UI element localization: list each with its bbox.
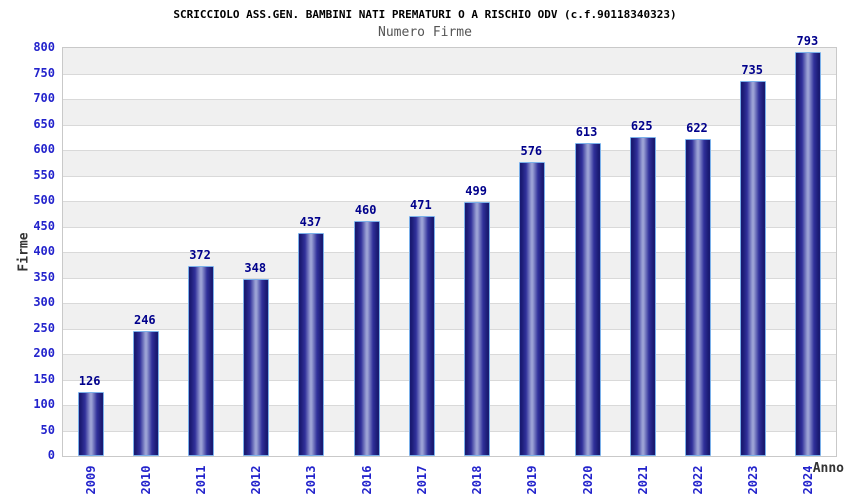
plot-band <box>63 150 836 176</box>
plot-area <box>62 47 837 457</box>
gridline <box>63 226 836 228</box>
plot-band <box>63 405 836 431</box>
y-tick-label: 600 <box>33 142 55 156</box>
chart-title: SCRICCIOLO ASS.GEN. BAMBINI NATI PREMATU… <box>173 8 677 21</box>
gridline <box>63 150 836 151</box>
bar <box>243 278 270 456</box>
bar <box>188 266 215 456</box>
gridline <box>63 252 836 253</box>
x-tick-label: 2013 <box>304 465 319 495</box>
bar <box>684 138 711 456</box>
y-tick-label: 650 <box>33 116 55 131</box>
gridline <box>63 124 836 126</box>
plot-band <box>63 48 836 74</box>
y-tick-label: 150 <box>33 371 55 386</box>
plot-band <box>63 303 836 329</box>
x-tick-label: 2009 <box>83 465 98 495</box>
gridline <box>63 175 836 177</box>
gridline <box>63 379 836 381</box>
bar <box>519 162 546 456</box>
x-tick-label: 2020 <box>580 465 595 495</box>
bar <box>574 143 601 456</box>
bar-value-label: 735 <box>741 63 764 78</box>
x-tick-label: 2019 <box>525 465 540 495</box>
bar-value-label: 460 <box>354 203 377 218</box>
y-tick-label: 500 <box>33 193 55 207</box>
bar-value-label: 793 <box>796 33 819 48</box>
bar <box>740 81 767 456</box>
bar-value-label: 576 <box>520 144 543 159</box>
gridline <box>63 328 836 330</box>
plot-band <box>63 99 836 125</box>
bar-value-label: 348 <box>244 260 267 275</box>
x-tick-label: 2016 <box>359 465 374 495</box>
chart-subtitle: Numero Firme <box>378 25 472 40</box>
x-tick-label: 2011 <box>194 465 209 495</box>
x-tick-label: 2018 <box>470 465 485 495</box>
gridline <box>63 277 836 279</box>
bar-value-label: 246 <box>133 312 156 327</box>
bar-value-label: 613 <box>575 125 598 140</box>
x-tick-label: 2022 <box>690 465 705 495</box>
gridline <box>63 430 836 432</box>
bar <box>408 215 435 456</box>
y-tick-label: 450 <box>33 218 55 233</box>
x-tick-label: 2023 <box>746 465 761 495</box>
bar <box>298 233 325 456</box>
y-tick-label: 350 <box>33 269 55 284</box>
gridline <box>63 303 836 304</box>
bar-value-label: 372 <box>189 248 211 263</box>
y-tick-label: 200 <box>33 346 55 360</box>
bar <box>77 391 104 456</box>
bar-value-label: 622 <box>686 120 708 135</box>
x-tick-label: 2010 <box>138 465 153 495</box>
gridline <box>63 201 836 202</box>
y-tick-label: 400 <box>33 244 55 258</box>
gridline <box>63 405 836 406</box>
bar-value-label: 126 <box>78 373 101 388</box>
y-tick-label: 700 <box>33 91 55 105</box>
gridline <box>63 99 836 100</box>
y-tick-label: 550 <box>33 167 55 182</box>
bar <box>795 51 822 456</box>
gridline <box>63 354 836 355</box>
bar-value-label: 499 <box>465 183 487 198</box>
bar <box>353 221 380 456</box>
x-tick-label: 2021 <box>635 465 650 495</box>
x-tick-label: 2012 <box>249 465 264 495</box>
y-tick-label: 100 <box>33 397 55 411</box>
bar-value-label: 437 <box>299 215 322 230</box>
bar <box>464 201 491 456</box>
x-axis-title: Anno <box>812 461 844 476</box>
bar <box>132 330 159 456</box>
y-tick-label: 300 <box>33 295 55 309</box>
bar-value-label: 625 <box>630 119 653 134</box>
x-tick-label: 2017 <box>414 465 429 495</box>
y-tick-label: 0 <box>47 448 55 462</box>
gridline <box>63 73 836 75</box>
y-tick-label: 750 <box>33 65 55 80</box>
y-tick-label: 250 <box>33 320 55 335</box>
plot-band <box>63 354 836 380</box>
bar-value-label: 471 <box>410 197 432 212</box>
y-tick-label: 800 <box>33 40 55 54</box>
y-tick-label: 50 <box>40 422 55 437</box>
bar <box>629 137 656 456</box>
